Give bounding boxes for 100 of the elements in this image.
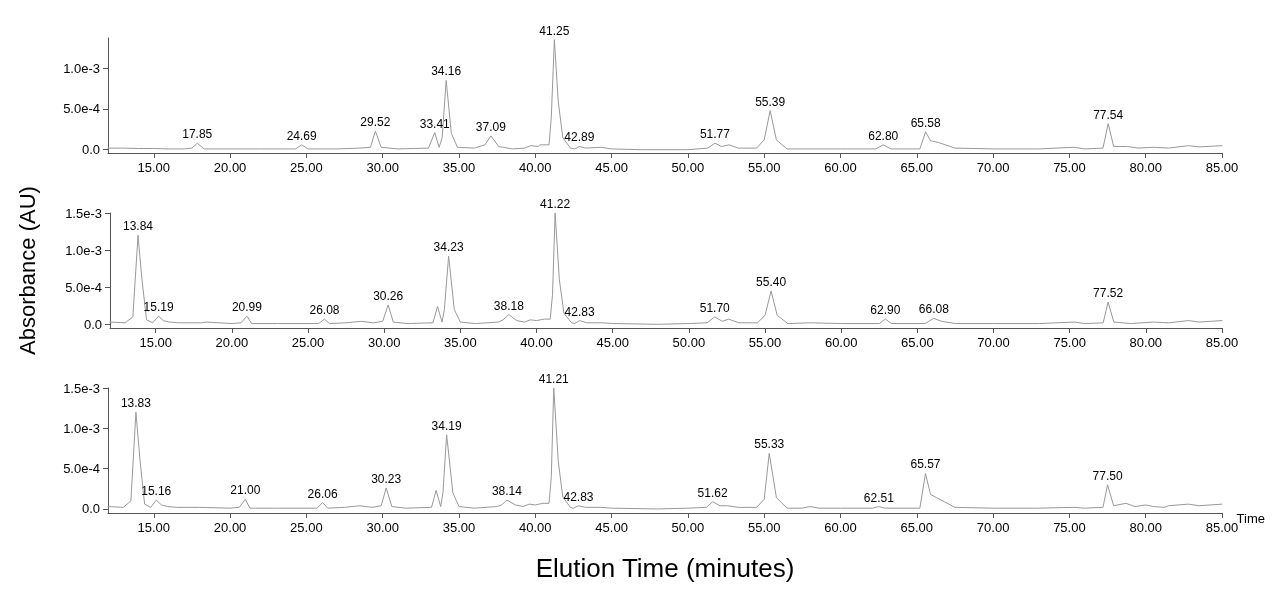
x-tick-label: 30.00 — [366, 520, 399, 535]
annotation: 51.62 — [697, 485, 728, 500]
x-axis-title: Elution Time (minutes) — [535, 553, 795, 583]
annotation: 51.70 — [699, 300, 731, 315]
x-tick-label: 75.00 — [1053, 160, 1086, 175]
annotation: 17.85 — [182, 127, 213, 142]
x-tick-label: 45.00 — [595, 520, 628, 535]
annotation: 38.18 — [493, 298, 525, 313]
x-tick-label: 60.00 — [824, 160, 857, 175]
annotation: 34.23 — [433, 240, 464, 255]
x-tick-label: 60.00 — [824, 335, 858, 350]
annotation: 37.09 — [475, 119, 507, 134]
y-tick-label: 0.0 — [81, 501, 100, 517]
x-tick-label: 40.00 — [520, 335, 553, 350]
x-tick-label: 50.00 — [671, 160, 705, 175]
y-axis-title: Absorbance (AU) — [14, 186, 40, 355]
annotation: 21.00 — [230, 483, 261, 498]
x-tick-label: 20.00 — [213, 160, 247, 175]
annotation: 42.89 — [564, 130, 595, 145]
annotation: 65.57 — [910, 457, 941, 472]
annotation: 65.58 — [910, 115, 941, 130]
annotation: 26.06 — [307, 486, 338, 501]
x-tick-label: 85.00 — [1205, 520, 1239, 535]
x-tick-label: 65.00 — [901, 335, 934, 350]
x-tick-label: 55.00 — [747, 520, 781, 535]
annotation: 15.19 — [143, 300, 174, 315]
annotation: 41.21 — [538, 372, 570, 386]
annotation: 26.08 — [309, 303, 340, 318]
annotation: 13.84 — [123, 219, 154, 234]
x-tick-label: 75.00 — [1053, 520, 1086, 535]
annotation: 41.25 — [539, 23, 570, 38]
y-tick-label: 1.0e-3 — [63, 60, 100, 76]
annotation: 55.33 — [754, 437, 785, 452]
x-tick-label: 20.00 — [213, 520, 247, 535]
y-tick-label: 5.0e-4 — [63, 101, 100, 117]
x-tick-label: 50.00 — [672, 335, 706, 350]
annotation: 13.83 — [120, 396, 152, 411]
annotation: 62.90 — [870, 303, 901, 318]
y-tick-label: 1.0e-3 — [63, 420, 100, 436]
annotation: 51.77 — [699, 127, 731, 142]
x-tick-label: 35.00 — [444, 335, 477, 350]
annotation: 33.41 — [419, 116, 451, 131]
x-tick-label: 55.00 — [748, 335, 782, 350]
x-tick-label: 60.00 — [824, 520, 857, 535]
x-tick-label: 35.00 — [442, 520, 476, 535]
x-tick-label: 30.00 — [367, 335, 401, 350]
annotation: 24.69 — [286, 128, 317, 143]
x-tick-label: 65.00 — [900, 520, 934, 535]
x-tick-label: 15.00 — [137, 520, 171, 535]
annotation: 29.52 — [360, 114, 391, 129]
x-tick-label: 30.00 — [366, 160, 399, 175]
x-tick-label: 25.00 — [290, 160, 323, 175]
y-tick-label: 5.0e-4 — [63, 461, 100, 477]
line-series — [109, 212, 1223, 325]
annotation: 41.22 — [540, 197, 571, 211]
x-tick-label: 85.00 — [1205, 160, 1239, 175]
annotation: 20.99 — [231, 300, 263, 315]
y-tick-label: 1.5e-3 — [65, 205, 102, 221]
x-tick-label: 25.00 — [290, 520, 323, 535]
x-tick-label: 85.00 — [1205, 335, 1239, 350]
x-tick-label: 70.00 — [976, 160, 1010, 175]
annotation: 62.80 — [868, 128, 899, 143]
y-tick-label: 5.0e-4 — [65, 279, 102, 295]
x-tick-label: 40.00 — [519, 520, 552, 535]
x-tick-label: 40.00 — [519, 160, 552, 175]
x-tick-label: 50.00 — [671, 520, 705, 535]
x-tick-label: 25.00 — [291, 335, 325, 350]
x-tick-label: 55.00 — [747, 160, 781, 175]
y-tick-label: 0.0 — [83, 316, 102, 332]
annotation: 62.51 — [863, 490, 895, 505]
x-tick-label: 65.00 — [900, 160, 934, 175]
y-tick-label: 1.0e-3 — [65, 242, 102, 258]
annotation: 55.39 — [755, 94, 786, 109]
annotation: 77.54 — [1093, 107, 1124, 122]
x-tick-label: 75.00 — [1053, 335, 1086, 350]
annotation: 34.19 — [431, 418, 462, 433]
annotation: 42.83 — [563, 489, 594, 504]
x-tick-label: 35.00 — [442, 160, 476, 175]
annotation: 30.26 — [373, 289, 404, 303]
annotation: 30.23 — [371, 472, 402, 486]
annotation: 77.52 — [1093, 286, 1124, 301]
annotation: 34.16 — [431, 64, 462, 79]
x-tick-label: 80.00 — [1129, 335, 1163, 350]
x-tick-label: 45.00 — [596, 335, 629, 350]
x-tick-label: 20.00 — [215, 335, 249, 350]
annotation: 55.40 — [756, 274, 787, 289]
annotation: 38.14 — [491, 484, 523, 499]
annotation: 77.50 — [1092, 468, 1123, 483]
x-tick-label: 70.00 — [977, 335, 1010, 350]
x-tick-label: 70.00 — [976, 520, 1010, 535]
y-tick-label: 0.0 — [81, 142, 100, 158]
x-tick-label: 80.00 — [1129, 520, 1162, 535]
x-tick-label: 45.00 — [595, 160, 628, 175]
line-series — [107, 387, 1223, 510]
annotation: 66.08 — [918, 302, 950, 317]
x-tick-label: 15.00 — [139, 335, 172, 350]
x-tick-label: 80.00 — [1129, 160, 1162, 175]
annotation: 15.16 — [141, 484, 172, 499]
annotation: 42.83 — [564, 304, 595, 319]
y-tick-label: 1.5e-3 — [63, 380, 100, 396]
